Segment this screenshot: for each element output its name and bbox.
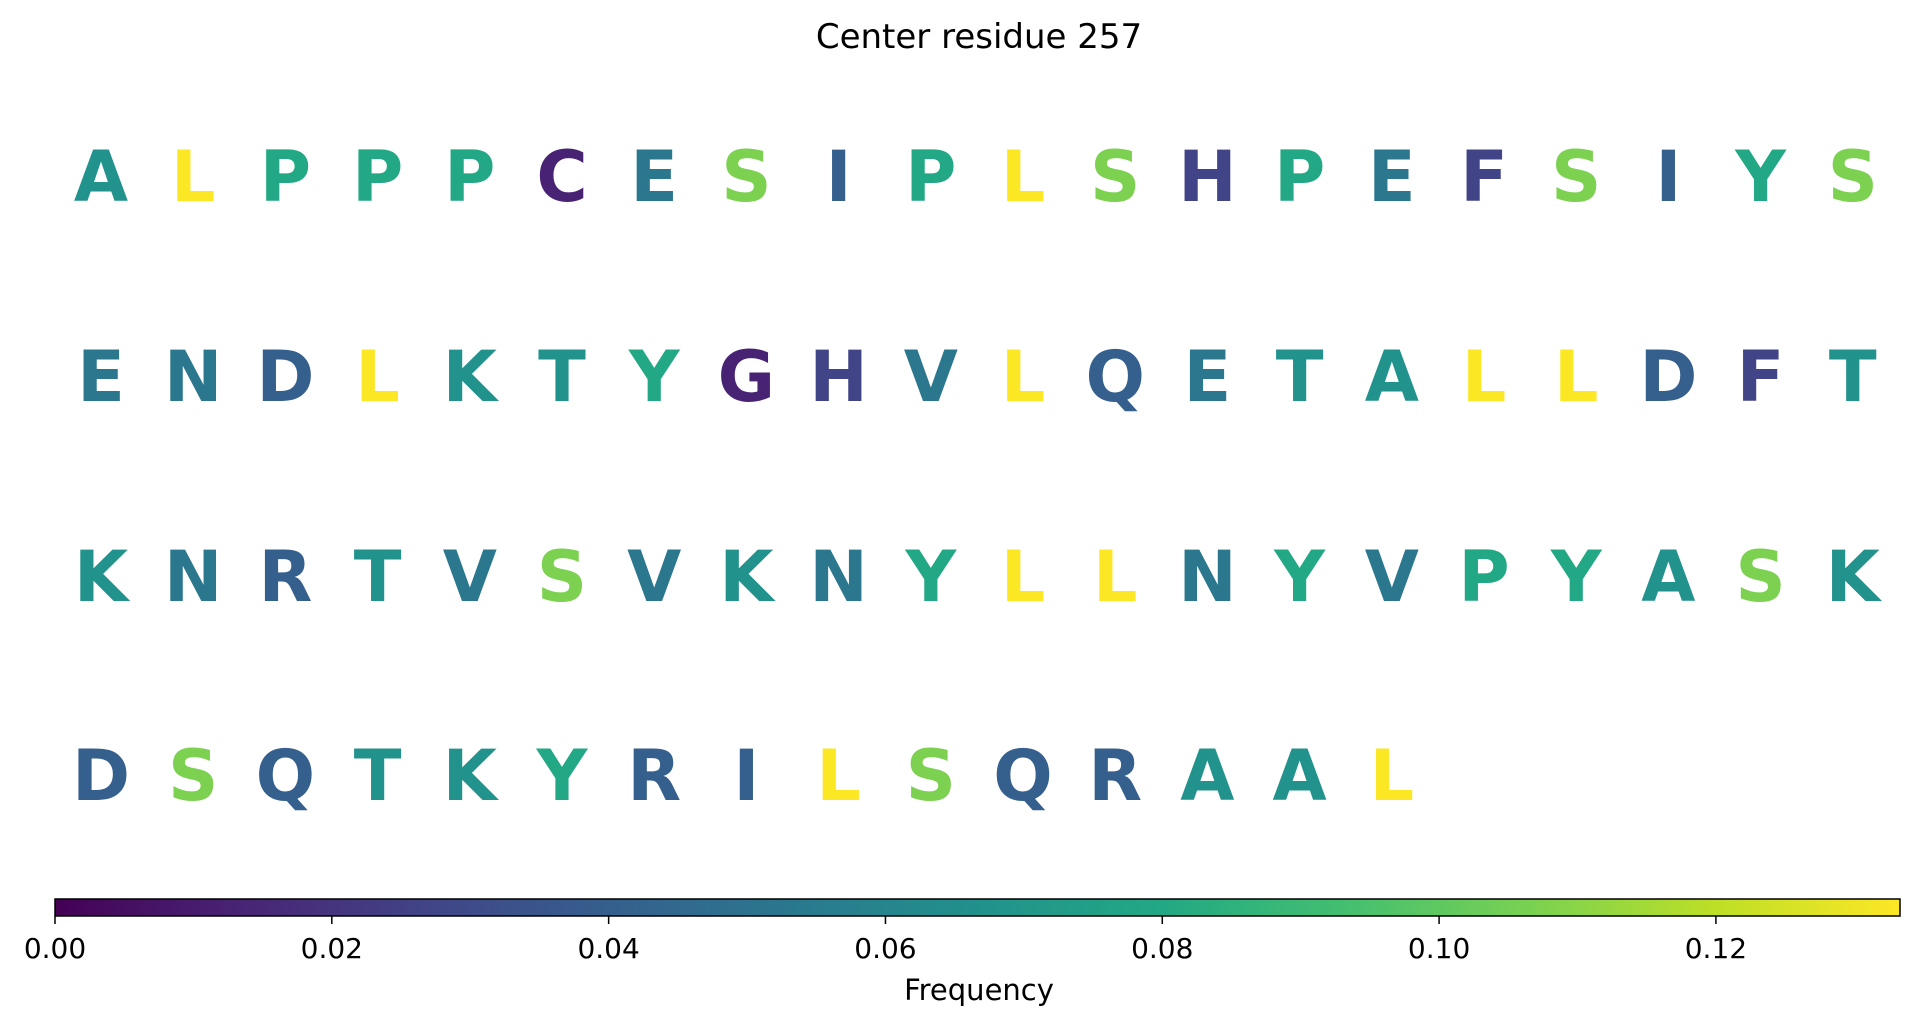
residue-letter: L	[1001, 136, 1046, 218]
residue-letter: S	[721, 136, 771, 218]
residue-letter: Y	[1273, 536, 1326, 618]
residue-letter: A	[1641, 536, 1695, 618]
residue-letter: K	[719, 536, 776, 618]
colorbar-tick-label: 0.12	[1685, 932, 1747, 965]
residue-letter: L	[1462, 336, 1507, 418]
residue-letter: N	[809, 536, 868, 618]
residue-letter: S	[537, 536, 587, 618]
residue-letter: Q	[1085, 336, 1145, 418]
residue-letter: V	[1365, 536, 1419, 618]
residue-letter: D	[1639, 336, 1697, 418]
residue-letter: V	[443, 536, 497, 618]
residue-letter: P	[444, 136, 495, 218]
residue-letter: P	[1458, 536, 1509, 618]
residue-letter: E	[1368, 136, 1416, 218]
chart-title: Center residue 257	[816, 17, 1142, 57]
residue-letter: Y	[1734, 136, 1787, 218]
residue-letter: E	[77, 336, 125, 418]
residue-letter: H	[1178, 136, 1237, 218]
residue-letter: D	[256, 336, 314, 418]
residue-letter: Y	[536, 735, 589, 817]
residue-letter: P	[260, 136, 311, 218]
residue-letter: P	[352, 136, 403, 218]
residue-letter: A	[74, 136, 128, 218]
residue-letter: R	[1088, 735, 1142, 817]
residue-letter: L	[1369, 735, 1414, 817]
colorbar-tick-label: 0.00	[24, 932, 86, 965]
residue-letter: H	[809, 336, 868, 418]
residue-letter: I	[826, 136, 852, 218]
residue-letter: Y	[904, 536, 957, 618]
residue-grid: A L P P P C E S I P L S H P E F S I Y SE N D L K T Y G H V L Q E T A L L D F T…	[72, 136, 1883, 817]
residue-letter: K	[1826, 536, 1883, 618]
residue-letter: F	[1460, 136, 1508, 218]
residue-letter: K	[443, 336, 500, 418]
residue-letter: E	[630, 136, 678, 218]
residue-letter: N	[164, 336, 223, 418]
residue-letter: S	[1828, 136, 1878, 218]
colorbar-label: Frequency	[904, 973, 1054, 1007]
residue-letter: Q	[993, 735, 1053, 817]
residue-letter: R	[258, 536, 312, 618]
residue-letter: T	[538, 336, 586, 418]
residue-letter: S	[168, 735, 218, 817]
colorbar: 0.00 0.02 0.04 0.06 0.08 0.10 0.12	[24, 898, 1901, 965]
residue-letter: V	[627, 536, 681, 618]
residue-letter: L	[355, 336, 400, 418]
residue-letter: A	[1273, 735, 1327, 817]
residue-letter: L	[1554, 336, 1599, 418]
residue-letter: A	[1180, 735, 1234, 817]
residue-letter: V	[904, 336, 958, 418]
residue-letter: Q	[256, 735, 316, 817]
residue-letter: R	[627, 735, 681, 817]
residue-letter: C	[536, 136, 587, 218]
residue-letter: N	[164, 536, 223, 618]
residue-letter: I	[1655, 136, 1681, 218]
residue-letter: K	[443, 735, 500, 817]
residue-letter: N	[1178, 536, 1237, 618]
colorbar-tick-label: 0.04	[577, 932, 639, 965]
residue-letter: K	[74, 536, 131, 618]
residue-letter: L	[171, 136, 216, 218]
residue-letter: E	[1183, 336, 1231, 418]
residue-letter: T	[1276, 336, 1324, 418]
residue-letter: T	[354, 735, 402, 817]
residue-letter: L	[1093, 536, 1138, 618]
residue-letter: L	[1001, 536, 1046, 618]
residue-letter: S	[1090, 136, 1140, 218]
residue-letter: S	[1735, 536, 1785, 618]
residue-letter: P	[905, 136, 956, 218]
residue-letter: S	[906, 735, 956, 817]
residue-letter: T	[1829, 336, 1877, 418]
residue-letter: G	[718, 336, 775, 418]
colorbar-gradient	[54, 898, 1901, 917]
residue-letter: L	[1001, 336, 1046, 418]
colorbar-tick-label: 0.08	[1131, 932, 1193, 965]
residue-letter: T	[354, 536, 402, 618]
residue-letter: P	[1274, 136, 1325, 218]
residue-letter: A	[1365, 336, 1419, 418]
colorbar-tick-label: 0.02	[301, 932, 363, 965]
residue-letter: Y	[628, 336, 681, 418]
colorbar-tick-label: 0.10	[1408, 932, 1470, 965]
residue-letter: L	[816, 735, 861, 817]
residue-letter: Y	[1550, 536, 1603, 618]
colorbar-tick-label: 0.06	[854, 932, 916, 965]
residue-letter: D	[72, 735, 130, 817]
residue-letter: I	[733, 735, 759, 817]
residue-letter: F	[1737, 336, 1785, 418]
residue-letter: S	[1551, 136, 1601, 218]
